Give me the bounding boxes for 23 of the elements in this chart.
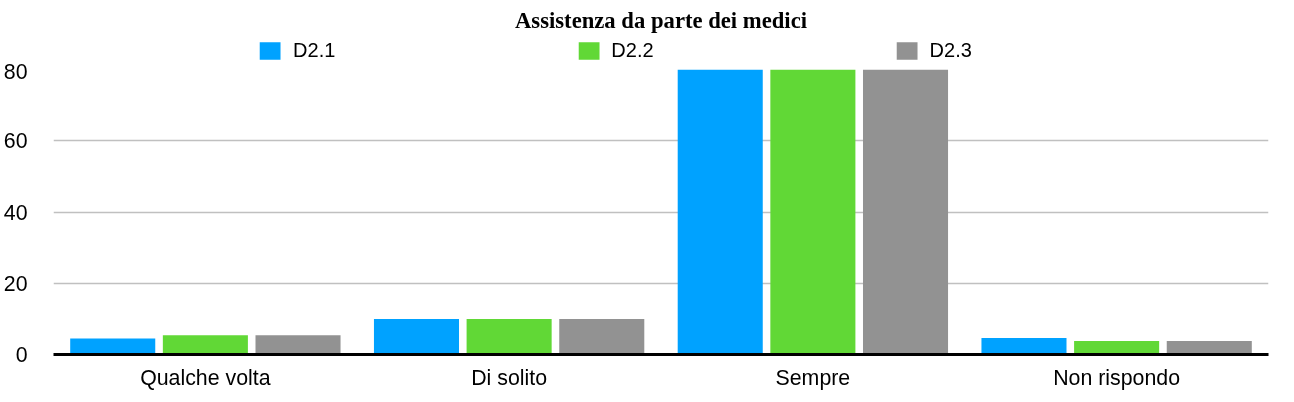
bar (70, 338, 156, 355)
bar (559, 318, 645, 355)
bar (162, 335, 248, 355)
bar (770, 69, 856, 355)
y-tick-label: 60 (3, 129, 28, 154)
legend-label: D2.3 (929, 38, 972, 62)
bar (255, 335, 341, 355)
legend-label: D2.2 (611, 38, 654, 62)
legend-label: D2.1 (293, 38, 336, 62)
bar (981, 338, 1067, 355)
bar (862, 69, 949, 355)
y-tick-label: 80 (3, 59, 28, 84)
y-tick-label: 0 (15, 343, 28, 367)
x-tick-label: Di solito (471, 365, 548, 390)
bar (466, 318, 552, 355)
x-tick-label: Qualche volta (140, 365, 271, 390)
x-tick-label: Sempre (775, 365, 851, 390)
y-tick-label: 40 (3, 200, 28, 225)
chart-title: Assistenza da parte dei medici (515, 7, 808, 33)
bar (677, 69, 763, 355)
y-tick-label: 20 (3, 271, 28, 296)
x-tick-label: Non rispondo (1053, 365, 1181, 390)
bar (373, 318, 460, 355)
